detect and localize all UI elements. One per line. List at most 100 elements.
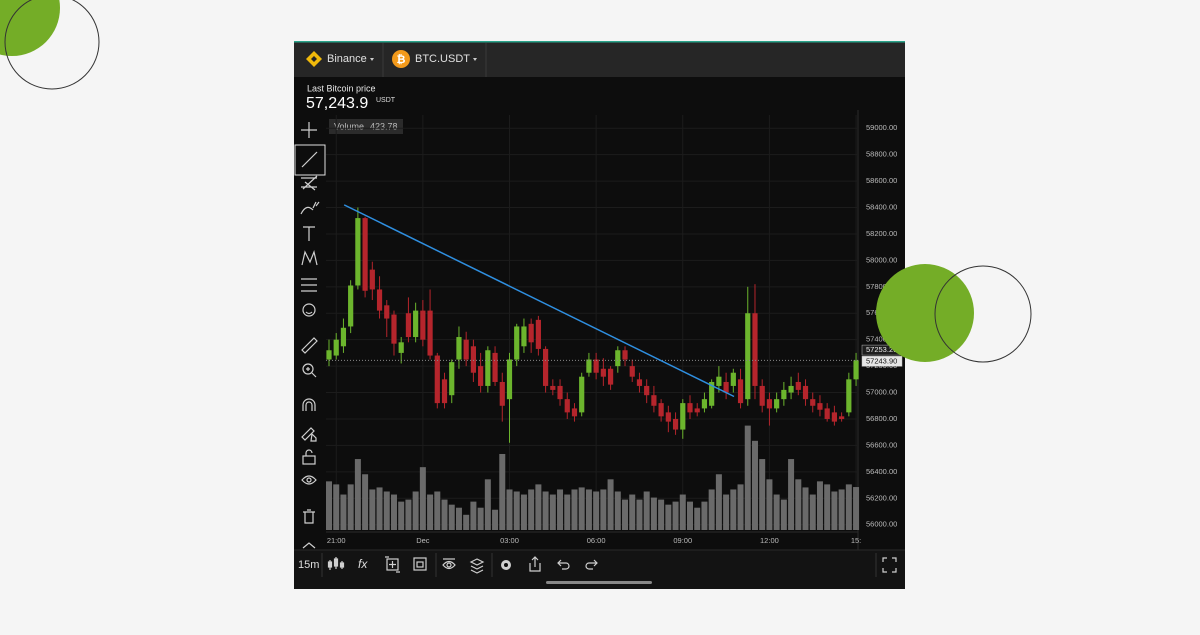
interval[interactable]: 15m [298,559,319,571]
volume-bar [427,494,434,530]
y-tick-label: 57400.00 [866,335,897,344]
volume-bar [715,474,722,530]
candle-body [839,416,845,419]
volume-bar [333,484,340,530]
btn-undo[interactable] [557,559,570,570]
volume-bar [383,491,390,530]
y-tick-label: 56000.00 [866,520,897,529]
tool-visibility[interactable] [301,475,317,485]
tool-emoji[interactable] [302,303,316,317]
btn-fullscreen[interactable] [882,557,897,573]
candle-body [781,389,787,400]
candle-body [709,381,715,406]
tool-fib[interactable] [301,175,318,191]
btc-symbol: ₿ [397,54,406,66]
y-tick-label: 56200.00 [866,493,897,502]
tool-trendline[interactable] [301,151,318,168]
tool-brush[interactable] [300,201,320,215]
btn-hide[interactable] [442,558,456,570]
volume-bar [571,489,578,530]
candle-body [665,412,671,422]
x-tick-label: 12:00 [760,536,779,545]
candle-body [644,385,650,396]
deco-circle [876,264,974,362]
candle-body [535,319,541,349]
candle-body [622,350,628,360]
candle-body [817,403,823,410]
volume-bar [802,487,809,530]
volume-bar [600,489,607,530]
btn-redo[interactable] [585,559,598,570]
btn-layers[interactable] [469,558,485,574]
candle-body [384,305,390,319]
btn-indicators[interactable]: fx [358,557,368,571]
volume-bar [477,507,484,530]
volume-bar [744,425,751,530]
exchange-selector[interactable]: Binance [306,51,374,67]
x-tick-label: Dec [416,536,430,545]
volume-bar [788,459,795,530]
y-tick-label: 58600.00 [866,176,897,185]
volume-bar [737,484,744,530]
volume-bar [506,489,513,530]
volume-bar [549,494,556,530]
volume-bar [665,504,672,530]
candle-body [680,403,686,430]
y-tick-label: 56400.00 [866,467,897,476]
candle-body [629,366,635,377]
btn-template[interactable] [413,557,427,571]
x-tick-label: 09:00 [673,536,692,545]
candle-body [348,285,354,327]
tool-ruler[interactable] [301,337,318,354]
btn-share[interactable] [529,556,541,572]
candle-body [456,337,462,360]
tool-more[interactable] [302,542,316,549]
candle-body [362,218,368,291]
volume-bar [650,497,657,530]
tool-crosshair[interactable] [301,122,317,138]
drawing-toolbar [294,122,326,549]
btn-settings[interactable] [501,560,511,570]
tool-measure[interactable] [301,278,317,292]
caret [473,58,477,61]
btn-compare[interactable] [385,556,400,573]
candle-body [405,313,412,338]
volume-bar [470,501,477,530]
candle-body [391,314,397,344]
candle-body [571,408,578,417]
volume-bar [831,491,838,530]
tool-delete[interactable] [303,509,315,524]
volume-bar [390,494,397,530]
price-tag [861,356,903,367]
tool-lock[interactable] [302,449,316,465]
trendline [343,204,735,398]
candle-body [427,310,433,356]
candle-body [369,269,375,290]
btc-logo [392,50,410,68]
volume-bar [455,507,462,530]
volume-bar [773,494,780,530]
candle-body [745,313,751,400]
volume-bar [751,440,758,530]
btn-candles[interactable] [327,557,345,570]
tool-zoom[interactable] [302,363,317,378]
pair-selector[interactable]: ₿ BTC.USDT [392,50,477,68]
volume-bar [824,484,831,530]
candle-body [687,403,693,413]
tool-pattern[interactable] [301,249,318,266]
volume-bar [376,487,383,530]
volume-bar [412,491,419,530]
volume-bar [405,499,412,530]
volume-badge [329,119,403,134]
volume-bar [463,514,470,530]
tool-lock-draw[interactable] [301,427,317,442]
tool-magnet[interactable] [302,398,316,411]
candle-body [528,323,534,343]
volume-value: 423.78 [370,121,398,131]
volume-bar [398,501,405,530]
x-tick-label: 06:00 [587,536,606,545]
candle-body [752,313,758,386]
tool-text[interactable] [303,226,315,241]
volume-bar [593,491,600,530]
candle-body [694,408,700,413]
